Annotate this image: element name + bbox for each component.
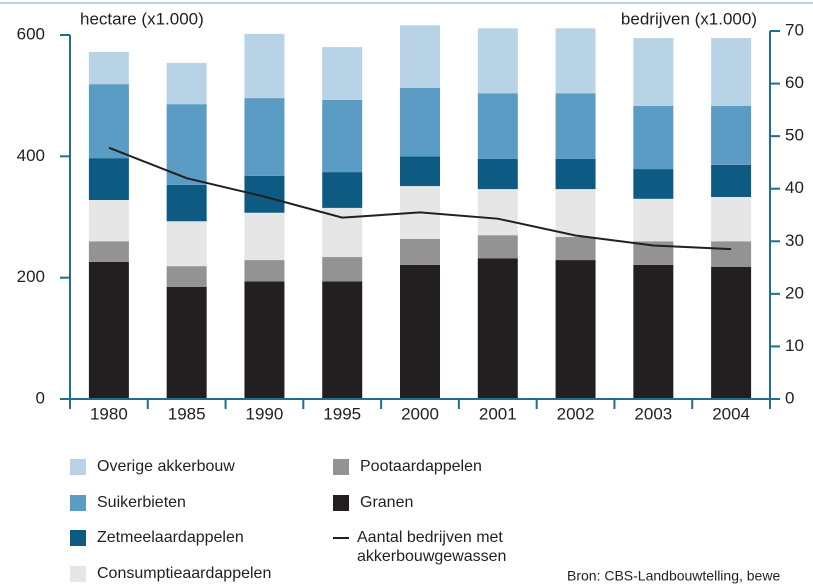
legend-label: Overige akkerbouw <box>97 458 235 475</box>
legend-label: Zetmeelaardappelen <box>97 529 244 546</box>
bar-segment <box>477 235 518 259</box>
y2-tick-label: 60 <box>785 73 804 92</box>
bar-segment <box>244 281 285 399</box>
bar-segment <box>322 172 363 208</box>
bar-segment <box>477 158 518 190</box>
x-tick-label: 1990 <box>246 404 284 423</box>
bar-segment <box>88 158 129 201</box>
legend-swatch <box>333 495 349 511</box>
bar-segment <box>400 238 440 265</box>
bar-segment <box>633 105 674 170</box>
bar-segment <box>88 261 129 399</box>
bar-segment <box>633 169 674 199</box>
legend-label: Consumptieaardappelen <box>97 565 272 582</box>
bar-segment <box>555 237 596 261</box>
source: Bron: CBS-Landbouwtelling, bewe <box>567 568 780 584</box>
bar-segment <box>244 33 285 99</box>
bar-segment <box>711 164 752 197</box>
bar-segment <box>633 264 674 399</box>
bar-segment <box>555 260 596 399</box>
x-tick-label: 1980 <box>90 404 128 423</box>
y2-tick-label: 30 <box>785 231 804 250</box>
bar-segment <box>88 241 129 262</box>
bar-segment <box>244 260 285 282</box>
bar-segment <box>711 241 752 267</box>
bar-segment <box>711 105 752 165</box>
y-tick-label: 0 <box>36 388 45 407</box>
bar-segment <box>711 38 752 106</box>
legend-label: Pootaardappelen <box>360 458 482 475</box>
y2-tick-label: 10 <box>785 336 804 355</box>
y2-tick-label: 0 <box>785 388 794 407</box>
bar-segment <box>633 198 674 242</box>
y2-tick-label: 40 <box>785 178 804 197</box>
bar-segment <box>166 266 207 287</box>
legend-swatch <box>70 566 86 582</box>
y2-tick-label: 70 <box>785 20 804 39</box>
y2-tick-label: 20 <box>785 283 804 302</box>
bar-segment <box>555 158 596 190</box>
bar-segment <box>166 286 207 399</box>
bar-segment <box>88 200 129 242</box>
bar-segment <box>400 264 440 399</box>
bar-segment <box>244 98 285 176</box>
y-tick-label: 600 <box>17 24 45 43</box>
x-tick-label: 1995 <box>323 404 361 423</box>
x-tick-label: 2000 <box>401 404 439 423</box>
bar-segment <box>477 28 518 94</box>
bar-segment <box>88 51 129 85</box>
bar-segment <box>322 257 363 282</box>
legend-swatch <box>333 459 349 475</box>
y2-tick-label: 50 <box>785 126 804 145</box>
bar-segment <box>322 207 363 258</box>
legend-swatch <box>70 530 86 546</box>
x-tick-label: 1985 <box>168 404 206 423</box>
y-tick-label: 200 <box>17 267 45 286</box>
y2-axis-label: bedrijven (x1.000) <box>621 9 757 28</box>
x-tick-label: 2001 <box>479 404 517 423</box>
legend-swatch <box>70 459 86 475</box>
bar-segment <box>166 221 207 267</box>
bar-segment <box>166 62 207 105</box>
x-tick-label: 2004 <box>712 404 750 423</box>
line-series <box>108 146 732 251</box>
bar-segment <box>322 47 363 100</box>
bar-segment <box>322 281 363 399</box>
bar-segment <box>555 28 596 94</box>
bar-segment <box>477 189 518 236</box>
x-tick-label: 2002 <box>557 404 595 423</box>
y-axis-label: hectare (x1.000) <box>80 9 204 28</box>
bar-segment <box>400 87 440 157</box>
legend-label: Aantal bedrijven met akkerbouwgewassen <box>357 529 507 565</box>
bar-segment <box>477 258 518 399</box>
bar-segment <box>477 93 518 159</box>
bar-segment <box>88 84 129 159</box>
legend-label: Suikerbieten <box>97 494 186 511</box>
bar-segment <box>711 266 752 399</box>
y-tick-label: 400 <box>17 146 45 165</box>
bar-segment <box>244 212 285 261</box>
legend-swatch <box>70 495 86 511</box>
bar-segment <box>166 184 207 222</box>
bar-segment <box>400 156 440 187</box>
bar-segment <box>555 93 596 159</box>
bar-segment <box>633 241 674 265</box>
x-tick-label: 2003 <box>634 404 672 423</box>
bar-segment <box>322 99 363 173</box>
bar-segment <box>555 189 596 238</box>
bar-segment <box>166 104 207 185</box>
legend-label: Granen <box>360 494 414 511</box>
bar-segment <box>400 25 440 88</box>
bar-segment <box>633 38 674 106</box>
bar-segment <box>711 196 752 242</box>
